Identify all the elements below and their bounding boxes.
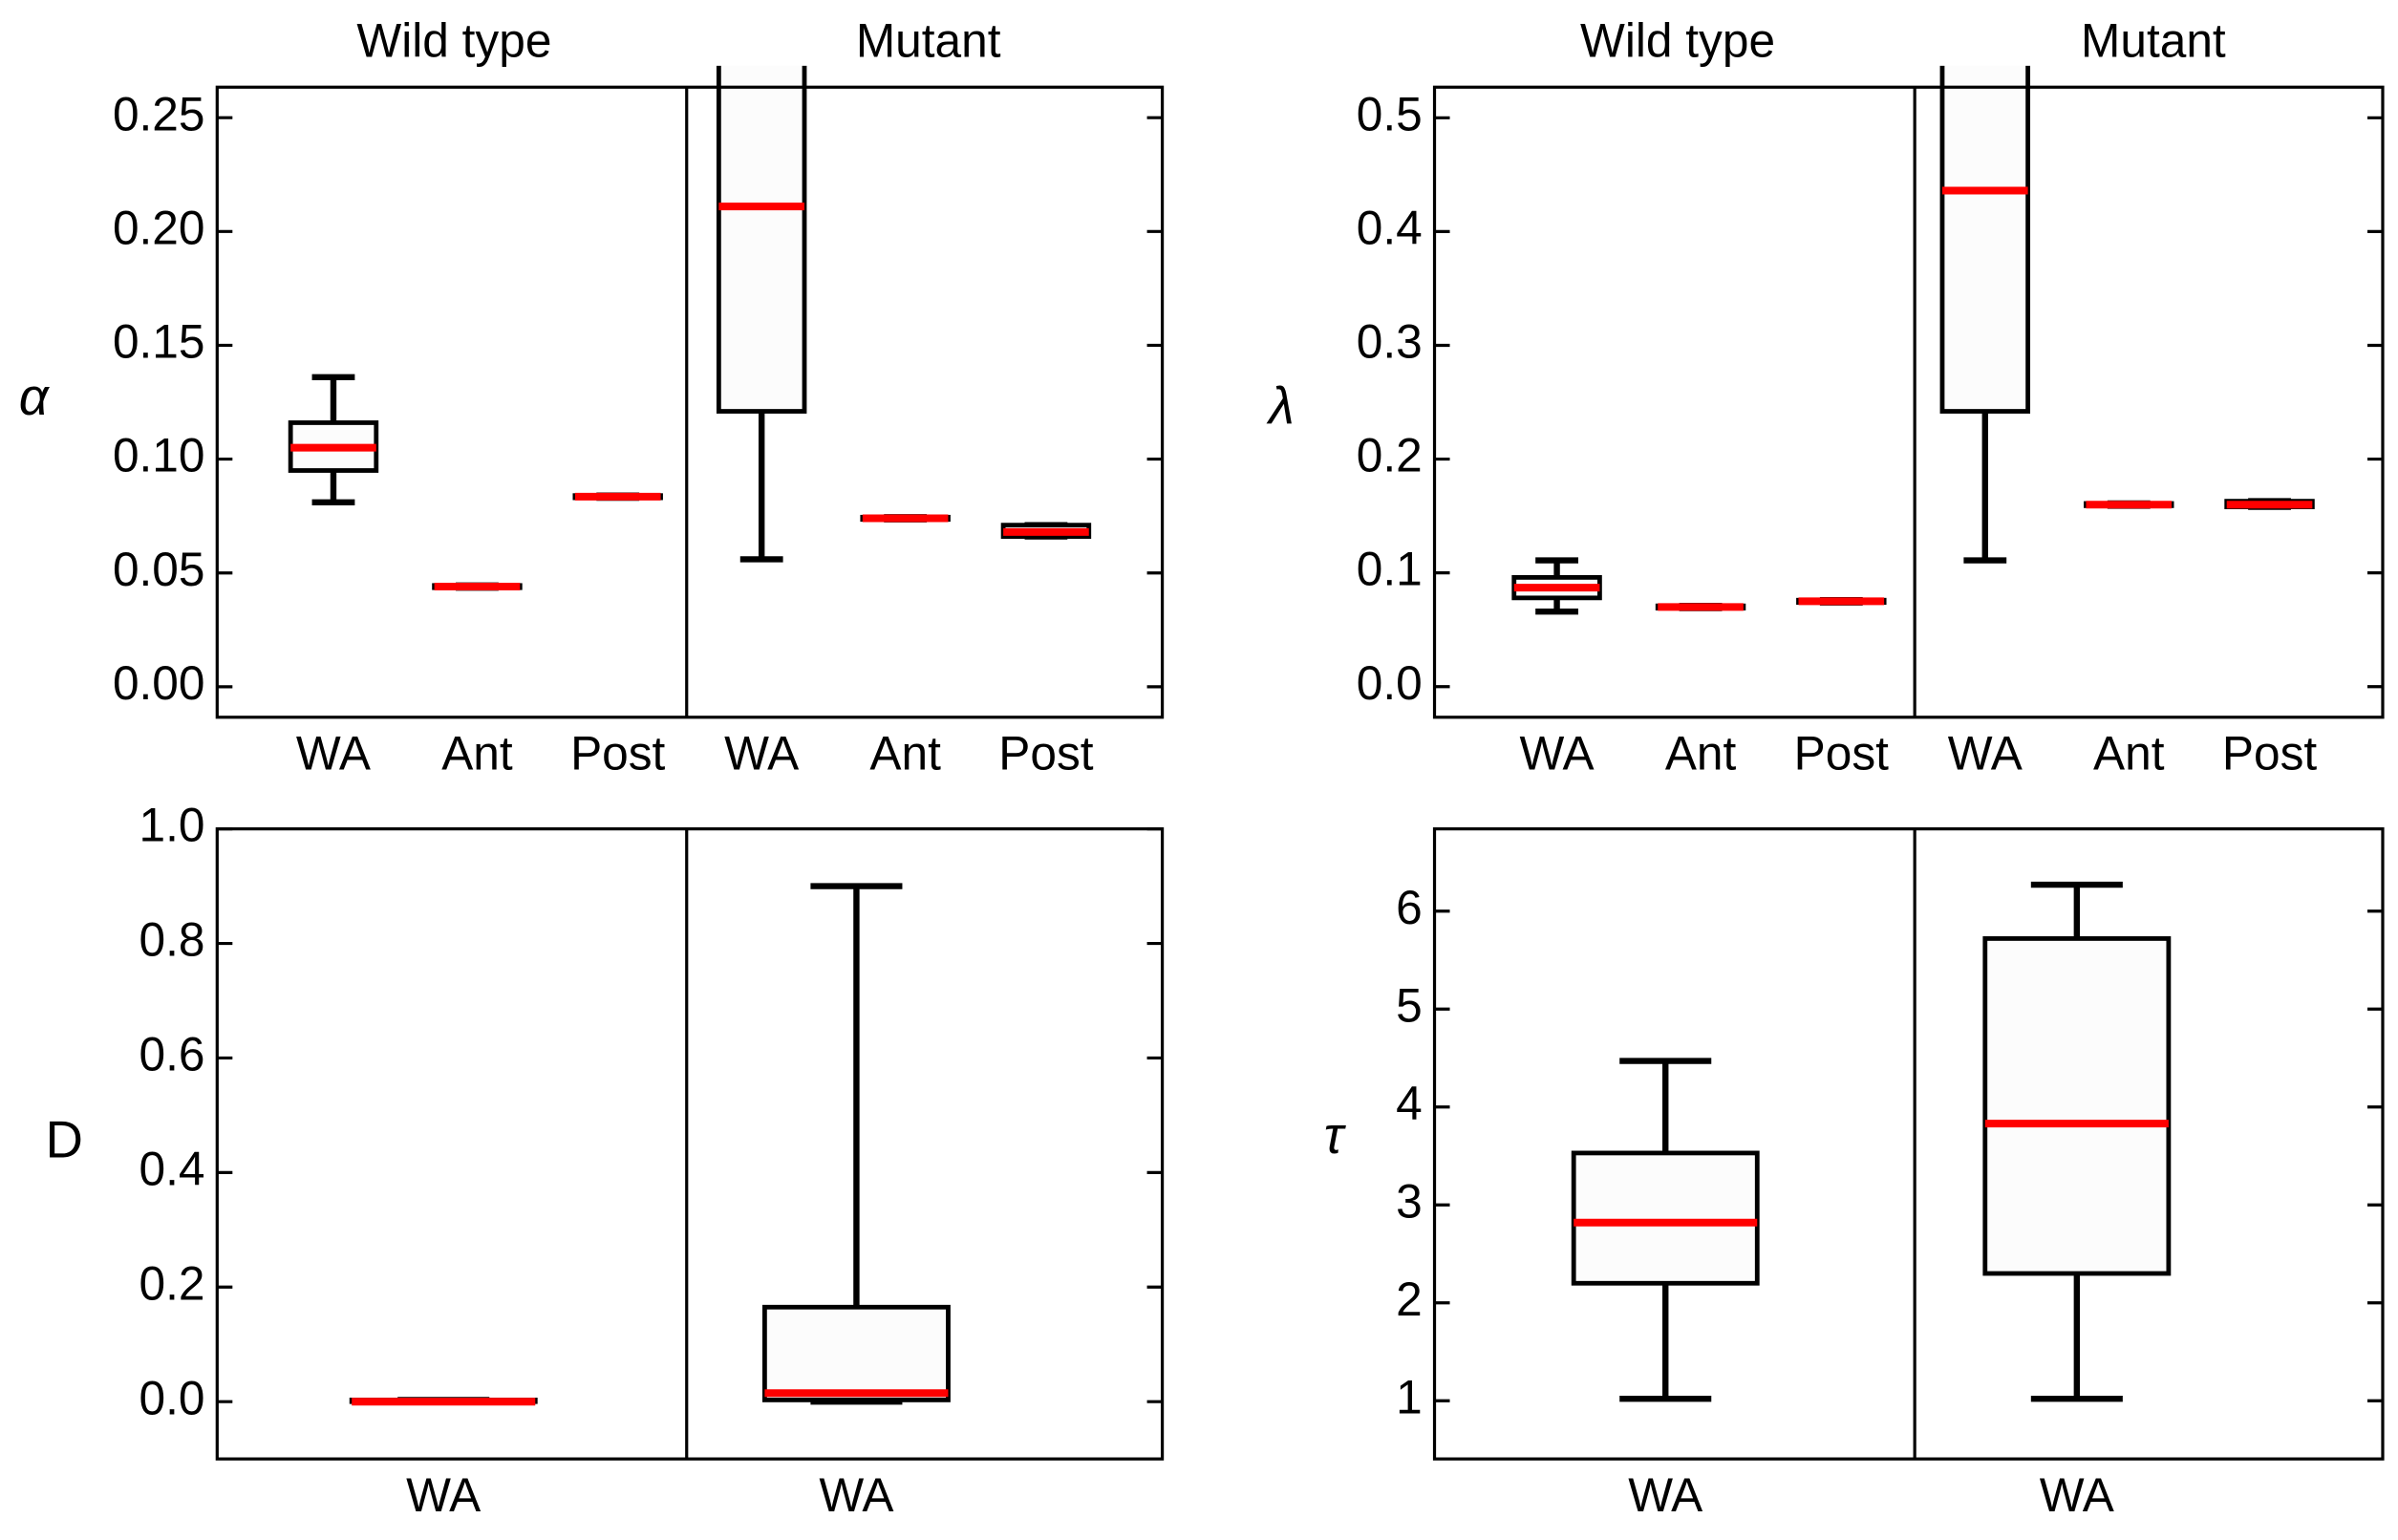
x-tick-label: WA: [2040, 1468, 2114, 1522]
y-tick-label: 0.05: [113, 543, 205, 596]
plot-area: [1511, 65, 2315, 615]
group-label: Wild type: [1580, 14, 1775, 68]
x-tick-label: Ant: [1665, 727, 1737, 781]
y-axis-label: λ: [1266, 376, 1295, 435]
group-label: Mutant: [856, 14, 1001, 68]
y-tick-label: 0.2: [139, 1256, 205, 1310]
chart: α 0.00 0.05 0.10 0.15 0.20 0.25 WA Ant Post WA Ant P…: [19, 14, 1165, 781]
y-tick-label: 1: [1396, 1370, 1423, 1423]
x-tick-label: WA: [1628, 1468, 1702, 1522]
y-tick-label: 0.3: [1357, 315, 1423, 369]
y-tick-label: 0.8: [139, 913, 205, 967]
x-tick-label: WA: [1520, 727, 1595, 781]
box: [716, 65, 807, 414]
chart: λ 0.0 0.1 0.2 0.3 0.4 0.5 WA Ant Post WA Ant Post Wil…: [1266, 14, 2385, 781]
y-tick-label: 0.25: [113, 87, 205, 140]
y-axis-label: α: [19, 368, 51, 426]
y-tick-label: 0.6: [139, 1028, 205, 1081]
y-tick-label: 3: [1396, 1174, 1423, 1228]
y-tick-label: 4: [1396, 1077, 1423, 1130]
chart: τ 1 2 3 4 5 6 WA WA: [1324, 827, 2385, 1522]
y-tick-label: 0.10: [113, 429, 205, 482]
y-tick-label: 0.1: [1357, 543, 1423, 596]
plot-area: [1571, 881, 2172, 1402]
y-tick-label: 0.15: [113, 315, 205, 369]
y-tick-label: 0.2: [1357, 429, 1423, 482]
y-tick-label: 5: [1396, 978, 1423, 1032]
y-tick-label: 0.0: [1357, 656, 1423, 710]
y-tick-label: 0.4: [1357, 201, 1423, 254]
plot-area: [349, 883, 951, 1406]
x-tick-label: Ant: [2093, 727, 2165, 781]
y-tick-label: 6: [1396, 881, 1423, 934]
x-tick-label: WA: [724, 727, 799, 781]
box: [761, 1304, 951, 1402]
x-tick-label: Post: [2222, 727, 2317, 781]
y-tick-label: 1.0: [139, 799, 205, 852]
x-tick-label: WA: [296, 727, 371, 781]
x-tick-label: Ant: [441, 727, 513, 781]
y-tick-label: 0.20: [113, 201, 205, 254]
x-tick-label: WA: [1948, 727, 2023, 781]
box: [1982, 936, 2172, 1276]
x-tick-label: WA: [819, 1468, 893, 1522]
x-tick-label: Post: [998, 727, 1093, 781]
y-tick-label: 0.4: [139, 1142, 205, 1195]
y-axis-label: τ: [1324, 1106, 1347, 1165]
y-tick-label: 0.5: [1357, 87, 1423, 140]
box: [1571, 1150, 1760, 1286]
y-tick-label: 2: [1396, 1273, 1423, 1326]
chart: D 0.0 0.2 0.4 0.6 0.8 1.0 WA WA: [46, 799, 1165, 1522]
x-tick-label: WA: [406, 1468, 481, 1522]
y-axis-label: D: [46, 1111, 83, 1169]
group-label: Wild type: [356, 14, 551, 68]
y-tick-label: 0.00: [113, 656, 205, 710]
plot-frame: [215, 827, 1165, 1461]
x-tick-label: Post: [570, 727, 665, 781]
plot-area: [288, 65, 1092, 591]
box: [1939, 65, 2031, 414]
y-tick-label: 0.0: [139, 1371, 205, 1424]
x-tick-label: Ant: [869, 727, 941, 781]
group-label: Mutant: [2081, 14, 2226, 68]
x-tick-label: Post: [1794, 727, 1889, 781]
plot-frame: [215, 85, 1165, 719]
plot-frame: [1432, 85, 2385, 719]
plot-frame: [1432, 827, 2385, 1461]
